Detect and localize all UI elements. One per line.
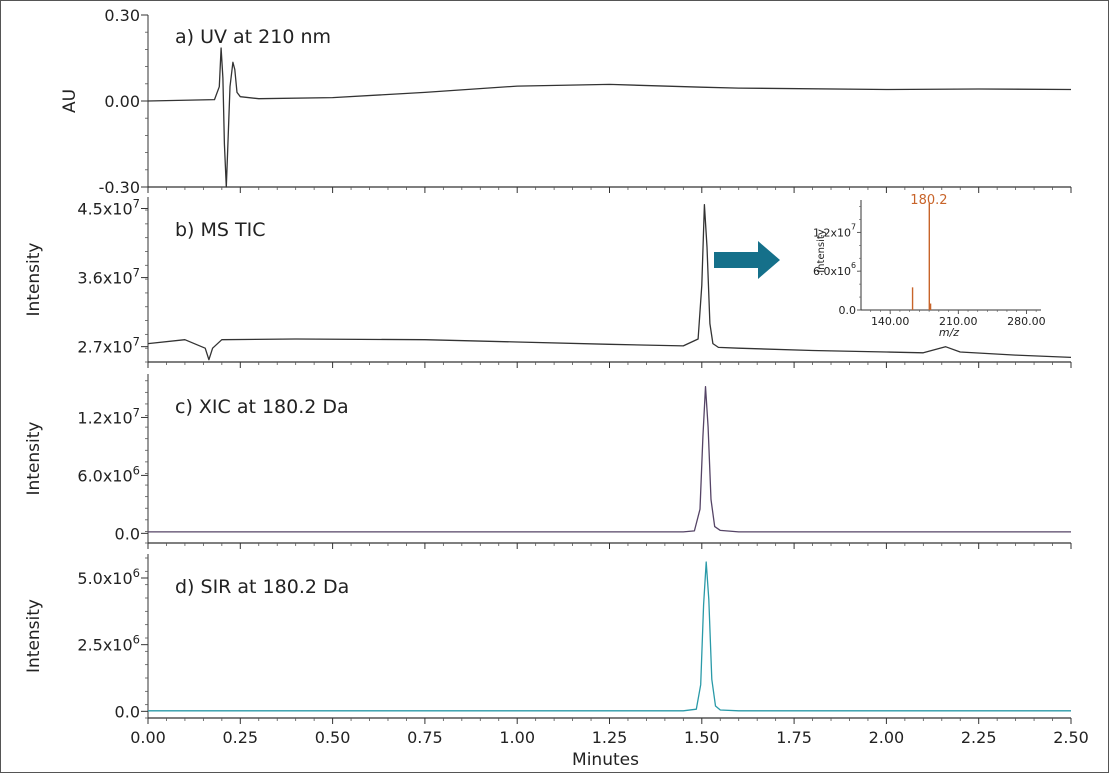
- inset-y-tick-label: 6.0x106: [813, 261, 856, 278]
- x-tick-label: 1.75: [776, 728, 812, 747]
- x-tick-label: 1.25: [592, 728, 628, 747]
- inset-mass-spectrum: 1.2x107 6.0x106 0.0 140.00 210.00 280.00 180.2…: [714, 193, 1046, 339]
- y-tick-label: 0.30: [104, 6, 140, 25]
- y-tick-label: 6.0x106: [77, 463, 140, 485]
- panel-title: d) SIR at 180.2 Da: [175, 576, 349, 598]
- y-tick-label: 5.0x106: [77, 566, 140, 588]
- panel-title: c) XIC at 180.2 Da: [175, 396, 349, 418]
- x-tick-label: 2.00: [869, 728, 905, 747]
- y-axis-label: Intensity: [24, 422, 44, 496]
- panel-title: a) UV at 210 nm: [175, 26, 331, 48]
- inset-x-tick-label: 140.00: [871, 315, 910, 328]
- y-axis-label: AU: [60, 89, 80, 113]
- x-tick-label: 0.00: [130, 728, 166, 747]
- panel-title: b) MS TIC: [175, 219, 265, 241]
- y-tick-label: -0.30: [99, 178, 140, 197]
- x-tick-label: 2.25: [961, 728, 997, 747]
- panel-d: 5.0x106 2.5x106 0.0 Intensity d) SIR at 180.…: [24, 554, 1089, 770]
- series-line: [148, 561, 1071, 712]
- y-axis-label: Intensity: [24, 599, 44, 673]
- inset-y-tick-label: 1.2x107: [813, 222, 856, 239]
- x-tick-label: 1.50: [684, 728, 720, 747]
- panel-a: 0.30 0.00 -0.30 AU a) UV at 210 nm: [60, 6, 1072, 197]
- inset-y-axis-label: Intensity: [816, 229, 827, 273]
- x-tick-label: 0.25: [222, 728, 258, 747]
- y-tick-label: 2.7x107: [77, 335, 140, 357]
- y-axis-label: Intensity: [24, 243, 44, 317]
- y-tick-label: 0.0: [115, 524, 140, 543]
- panel-c: 1.2x107 6.0x106 0.0 Intensity c) XIC at 180.…: [24, 374, 1072, 549]
- series-line: [147, 47, 1072, 188]
- series-line: [148, 385, 1071, 533]
- y-tick-label: 4.5x107: [77, 197, 140, 219]
- arrow-icon: [714, 241, 780, 279]
- series-line: [147, 204, 1072, 361]
- inset-y-tick-label: 0.0: [839, 304, 857, 317]
- y-tick-label: 2.5x106: [77, 633, 140, 655]
- y-tick-label: 0.0: [115, 702, 140, 721]
- x-tick-label: 0.50: [315, 728, 351, 747]
- inset-x-tick-label: 280.00: [1007, 315, 1046, 328]
- x-axis-label: Minutes: [572, 750, 639, 770]
- x-tick-label: 1.00: [499, 728, 535, 747]
- panel-b: 4.5x107 3.6x107 2.7x107 Intensity b) MS TIC 1…: [24, 193, 1072, 368]
- y-tick-label: 0.00: [104, 92, 140, 111]
- inset-peak-label: 180.2: [910, 193, 947, 208]
- x-tick-label: 0.75: [407, 728, 443, 747]
- inset-x-tick-label: 210.00: [939, 315, 978, 328]
- inset-x-axis-label: m/z: [939, 326, 959, 339]
- x-tick-label: 2.50: [1053, 728, 1089, 747]
- y-tick-label: 3.6x107: [77, 266, 140, 288]
- y-tick-label: 1.2x107: [77, 405, 140, 427]
